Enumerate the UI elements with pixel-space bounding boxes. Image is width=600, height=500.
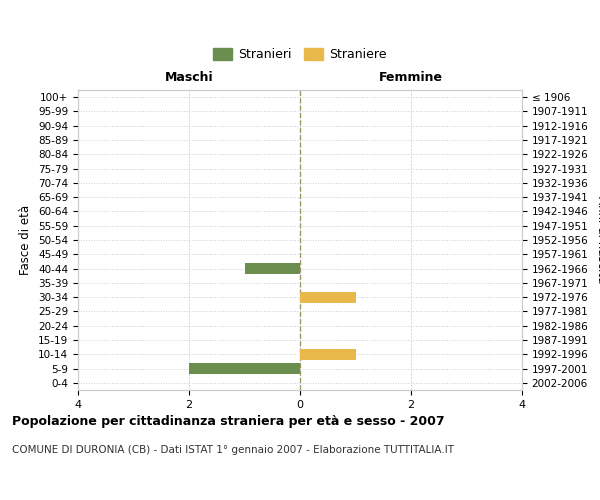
Bar bbox=[300, 349, 355, 360]
Y-axis label: Anni di nascita: Anni di nascita bbox=[595, 196, 600, 284]
Legend: Stranieri, Straniere: Stranieri, Straniere bbox=[213, 48, 387, 61]
Text: Maschi: Maschi bbox=[164, 71, 214, 84]
Bar bbox=[245, 263, 300, 274]
Text: Femmine: Femmine bbox=[379, 71, 443, 84]
Text: COMUNE DI DURONIA (CB) - Dati ISTAT 1° gennaio 2007 - Elaborazione TUTTITALIA.IT: COMUNE DI DURONIA (CB) - Dati ISTAT 1° g… bbox=[12, 445, 454, 455]
Bar bbox=[189, 363, 300, 374]
Y-axis label: Fasce di età: Fasce di età bbox=[19, 205, 32, 275]
Bar bbox=[300, 292, 355, 302]
Text: Popolazione per cittadinanza straniera per età e sesso - 2007: Popolazione per cittadinanza straniera p… bbox=[12, 415, 445, 428]
